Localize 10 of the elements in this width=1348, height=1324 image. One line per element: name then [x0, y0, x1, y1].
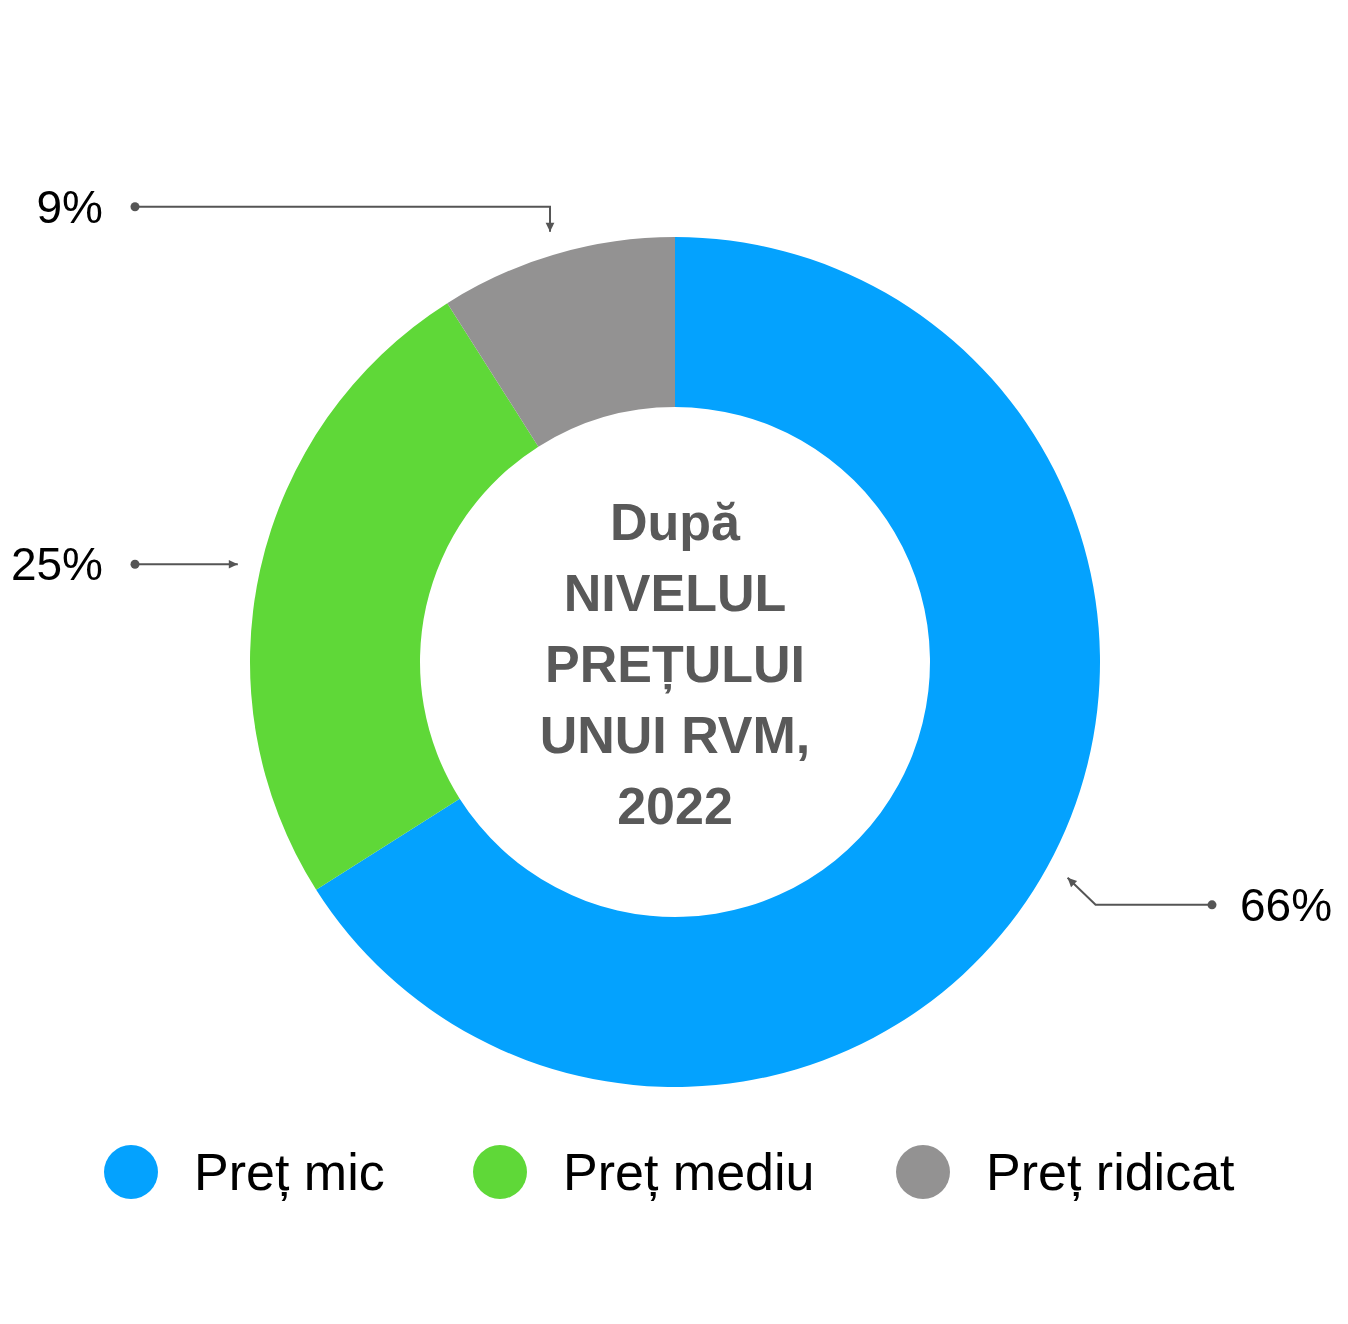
donut-slice — [316, 237, 1100, 1087]
legend-label: Preț mic — [194, 1143, 385, 1201]
data-label: 9% — [36, 180, 103, 233]
data-label: 66% — [1240, 878, 1333, 931]
donut-slice — [250, 303, 539, 890]
data-label: 25% — [10, 538, 103, 591]
text: După NIVELUL PREȚULUI UNUI RVM, 2022 — [539, 493, 811, 835]
legend-label: Preț ridicat — [986, 1143, 1236, 1201]
legend-label: Preț mediu — [563, 1143, 815, 1201]
donut-slice — [447, 237, 675, 447]
